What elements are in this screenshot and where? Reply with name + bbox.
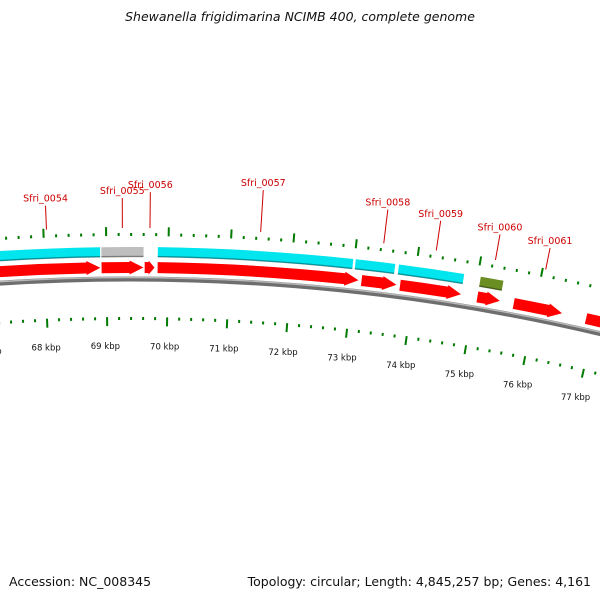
genome-backbone (0, 276, 600, 337)
upper-tick (515, 268, 519, 273)
gene-arrow-Sfri_0061[interactable] (512, 298, 563, 318)
upper-tick (540, 267, 544, 277)
lower-tick (558, 363, 562, 367)
feature-cds-4[interactable] (397, 264, 465, 284)
feature-grey-1[interactable] (101, 246, 144, 258)
upper-tick (527, 271, 531, 275)
kbp-label: 77 kbp (561, 393, 590, 403)
backbone-line (0, 276, 600, 337)
label-leader-line (383, 209, 389, 244)
upper-tick (576, 281, 580, 285)
lower-tick (345, 328, 349, 338)
lower-tick (463, 345, 468, 355)
upper-tick (490, 264, 494, 268)
accession-text: Accession: NC_008345 (9, 574, 152, 589)
lower-tick (500, 351, 503, 355)
gene-label-Sfri_0058[interactable]: Sfri_0058 (365, 198, 410, 209)
backbone-highlight (0, 276, 600, 333)
lower-tick (511, 353, 515, 357)
gene-label-Sfri_0060[interactable]: Sfri_0060 (478, 222, 523, 233)
label-leader-line (545, 247, 551, 270)
feature-shadow (0, 255, 101, 262)
kbp-label: 76 kbp (503, 381, 532, 391)
feature-cds-0[interactable] (0, 247, 101, 262)
gene-arrow-Sfri_0054[interactable] (0, 260, 101, 278)
lower-tick (535, 358, 538, 362)
gene-label-Sfri_0054[interactable]: Sfri_0054 (23, 194, 68, 205)
gene-arrow-unlabeled-9[interactable] (584, 313, 600, 333)
upper-tick (292, 233, 296, 243)
label-leader-line (435, 220, 442, 251)
lower-tick (285, 323, 289, 333)
lower-tick (547, 360, 550, 365)
gene-arrow-Sfri_0056[interactable] (144, 260, 155, 275)
feature-cds-2[interactable] (157, 247, 354, 269)
lower-tick (488, 349, 491, 353)
upper-scale-ticks (5, 227, 592, 288)
lower-tick (404, 335, 408, 346)
kbp-label: 67 kbp (0, 347, 2, 357)
gene-arrow-Sfri_0057[interactable] (157, 262, 359, 286)
kbp-label: 71 kbp (209, 344, 238, 354)
gene-arrow-Sfri_0059[interactable] (399, 279, 461, 299)
label-leader-line (494, 234, 501, 261)
kbp-label: 70 kbp (150, 342, 179, 352)
gene-track (0, 260, 600, 333)
gene-label-Sfri_0059[interactable]: Sfri_0059 (418, 209, 463, 220)
gene-labels: Sfri_0053Sfri_0054Sfri_0055Sfri_0056Sfri… (23, 178, 573, 270)
upper-tick (564, 278, 568, 283)
feature-shadow (157, 255, 353, 270)
kbp-label: 73 kbp (327, 354, 356, 364)
label-leader-line (45, 205, 47, 230)
upper-tick (416, 246, 421, 257)
upper-tick (503, 266, 506, 270)
lower-tick (570, 365, 574, 370)
lower-tick (593, 371, 597, 375)
lower-tick (476, 347, 479, 351)
feature-track (0, 246, 504, 291)
kbp-label: 69 kbp (91, 342, 120, 352)
lower-scale-ticks (0, 316, 597, 378)
gene-label-Sfri_0055[interactable]: Sfri_0055 (100, 186, 145, 197)
lower-tick (580, 368, 585, 378)
gene-arrow-Sfri_0055[interactable] (101, 260, 144, 275)
map-title: Shewanella frigidimarina NCIMB 400, comp… (125, 9, 475, 24)
feature-shadow (397, 273, 463, 285)
gene-label-Sfri_0056[interactable]: Sfri_0056 (128, 180, 173, 191)
feature-olive-5[interactable] (479, 276, 504, 291)
kbp-label: 72 kbp (268, 348, 297, 358)
gene-label-Sfri_0057[interactable]: Sfri_0057 (241, 178, 286, 189)
lower-tick (522, 355, 527, 366)
feature-cds-3[interactable] (354, 259, 396, 274)
gene-arrow-Sfri_0058[interactable] (360, 275, 397, 290)
upper-tick (552, 276, 555, 280)
gene-arrow-Sfri_0060[interactable] (476, 291, 500, 306)
topology-text: Topology: circular; Length: 4,845,257 bp… (247, 574, 591, 589)
label-leader-line (260, 190, 264, 233)
feature-shadow (479, 285, 502, 291)
upper-tick (589, 283, 592, 288)
kbp-label: 74 kbp (386, 361, 415, 371)
feature-shadow (354, 267, 395, 275)
upper-tick (478, 256, 483, 266)
kbp-label: 68 kbp (32, 344, 61, 354)
gene-label-Sfri_0061[interactable]: Sfri_0061 (528, 236, 573, 247)
kbp-scale-labels: 67 kbp 68 kbp 69 kbp 70 kbp 71 kbp 72 kbp 73 k… (0, 342, 590, 403)
upper-tick (354, 239, 358, 249)
kbp-label: 75 kbp (445, 370, 474, 380)
